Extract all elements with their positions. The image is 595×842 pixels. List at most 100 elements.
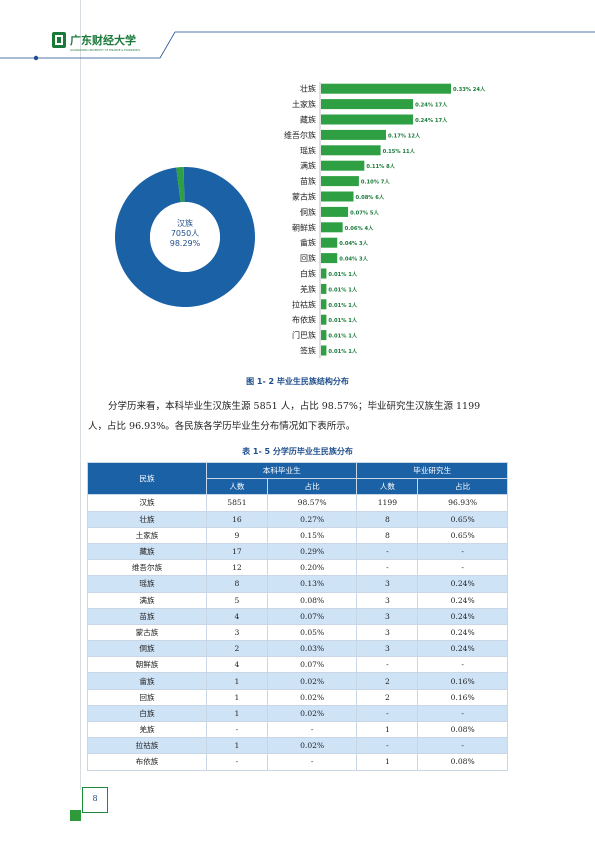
table-cell: 维吾尔族 xyxy=(87,559,207,577)
bar-category-label: 满族 xyxy=(300,161,316,171)
th-bk: 本科毕业生 xyxy=(205,461,358,480)
table-row: 满族 5 0.08% 3 0.24% xyxy=(87,591,508,609)
bar-data-label: 0.01% 1人 xyxy=(328,348,357,355)
bar-data-label: 0.33% 24人 xyxy=(453,86,486,93)
table-cell: 畲族 xyxy=(87,672,207,690)
table-cell: 12 xyxy=(206,559,268,577)
table-row: 朝鲜族 4 0.07% - - xyxy=(87,656,508,674)
page-corner-square xyxy=(70,810,81,821)
paragraph-line-1: 分学历来看，本科毕业生汉族生源 5851 人，占比 98.57%；毕业研究生汉族… xyxy=(108,401,481,412)
th-zb2: 占比 xyxy=(417,478,508,496)
table-cell: 1 xyxy=(206,688,268,706)
table-cell: 回族 xyxy=(87,688,207,706)
th-rs1: 人数 xyxy=(206,478,268,496)
bar xyxy=(321,145,381,156)
bar-category-label: 苗族 xyxy=(300,176,316,186)
bar-category-label: 侗族 xyxy=(300,207,316,217)
table-row: 侗族 2 0.03% 3 0.24% xyxy=(87,640,508,658)
table-cell: 2 xyxy=(356,688,419,706)
table-cell: - xyxy=(417,559,508,577)
table-cell: - xyxy=(206,720,268,739)
table-cell: 1 xyxy=(356,753,419,771)
table-cell: - xyxy=(356,737,419,755)
page-number: 8 xyxy=(82,787,108,813)
bar-category-label: 回族 xyxy=(300,253,316,263)
table-cell: 苗族 xyxy=(87,607,207,625)
table-cell: 8 xyxy=(206,575,268,593)
bar-data-label: 0.06% 4人 xyxy=(345,225,374,232)
bar xyxy=(321,99,414,110)
table-cell: - xyxy=(417,737,508,755)
table-row: 壮族 16 0.27% 8 0.65% xyxy=(87,510,508,528)
table-cell: 3 xyxy=(356,640,419,658)
table-caption: 表 1- 5 分学历毕业生民族分布 xyxy=(242,447,353,456)
table-cell: 16 xyxy=(206,510,268,528)
donut-other-segment xyxy=(176,167,185,203)
bar-data-label: 0.04% 3人 xyxy=(339,256,368,263)
bar-data-label: 0.01% 1人 xyxy=(328,333,357,340)
th-minzu: 民族 xyxy=(87,461,207,496)
header-decoration xyxy=(0,31,595,61)
table-cell: 0.02% xyxy=(266,704,358,723)
table-cell: - xyxy=(356,559,419,577)
table-cell: 0.02% xyxy=(266,688,358,706)
table-cell: 5851 xyxy=(206,494,268,512)
table-cell: 0.27% xyxy=(266,510,358,528)
bar-category-label: 朝鲜族 xyxy=(292,222,316,232)
bar-category-label: 白族 xyxy=(300,269,316,279)
table-cell: 0.02% xyxy=(266,672,358,690)
table-cell: 3 xyxy=(356,591,419,609)
th-yjs: 毕业研究生 xyxy=(356,461,508,480)
bar-category-label: 羌族 xyxy=(300,284,316,294)
ethnicity-table: 民族 本科毕业生 毕业研究生 人数 占比 人数 占比 汉族 5851 98.57% 1… xyxy=(87,461,508,771)
table-cell: 蒙古族 xyxy=(87,623,207,642)
table-cell: 藏族 xyxy=(87,542,207,561)
table-cell: 9 xyxy=(206,526,268,544)
table-cell: 2 xyxy=(206,640,268,658)
bar-category-label: 壮族 xyxy=(300,84,316,94)
table-cell: 3 xyxy=(356,575,419,593)
table-cell: 4 xyxy=(206,656,268,674)
table-cell: 瑶族 xyxy=(87,575,207,593)
bar xyxy=(321,345,327,356)
table-cell: 朝鲜族 xyxy=(87,656,207,674)
bar xyxy=(321,283,327,294)
bar-data-label: 0.07% 5人 xyxy=(350,209,379,216)
table-cell: 1 xyxy=(206,672,268,690)
margin-line xyxy=(80,0,81,790)
table-row: 羌族 - -1 0.08% xyxy=(87,720,508,739)
bar-data-label: 0.17% 12人 xyxy=(388,132,421,139)
table-cell: 0.20% xyxy=(266,559,358,577)
table-cell: - xyxy=(417,704,508,723)
donut-hole xyxy=(150,202,220,272)
paragraph-line-2: 人，占比 96.93%。各民族各学历毕业生分布情况如下表所示。 xyxy=(88,421,356,432)
table-cell: 0.24% xyxy=(417,575,508,593)
table-cell: 羌族 xyxy=(87,720,207,739)
th-zb1: 占比 xyxy=(266,478,358,496)
table-cell: 1 xyxy=(206,737,268,755)
bar-category-label: 签族 xyxy=(300,346,316,356)
donut-center-count: 7050人 xyxy=(171,229,199,238)
table-cell: 0.02% xyxy=(266,737,358,755)
table-cell: 2 xyxy=(356,672,419,690)
bar-category-label: 藏族 xyxy=(300,115,316,125)
bar-data-label: 0.01% 1人 xyxy=(328,317,357,324)
table-cell: 3 xyxy=(356,623,419,642)
table-cell: 96.93% xyxy=(417,494,508,512)
table-cell: 8 xyxy=(356,510,419,528)
bar-category-label: 门巴族 xyxy=(292,330,316,340)
table-row: 瑶族 8 0.13% 3 0.24% xyxy=(87,575,508,593)
bar-data-label: 0.01% 1人 xyxy=(328,271,357,278)
table-cell: - xyxy=(417,542,508,561)
bar-data-label: 0.24% 17人 xyxy=(415,117,448,124)
table-cell: 0.65% xyxy=(417,526,508,544)
table-cell: 0.08% xyxy=(266,591,358,609)
table-cell: 1 xyxy=(206,704,268,723)
donut-center-label: 汉族 xyxy=(177,218,193,228)
ethnicity-donut-chart: 汉族 7050人 98.29% xyxy=(114,167,255,308)
table-cell: 白族 xyxy=(87,704,207,723)
table-cell: 0.03% xyxy=(266,640,358,658)
table-row: 白族 1 0.02% - - xyxy=(87,704,508,723)
table-cell: - xyxy=(206,753,268,771)
